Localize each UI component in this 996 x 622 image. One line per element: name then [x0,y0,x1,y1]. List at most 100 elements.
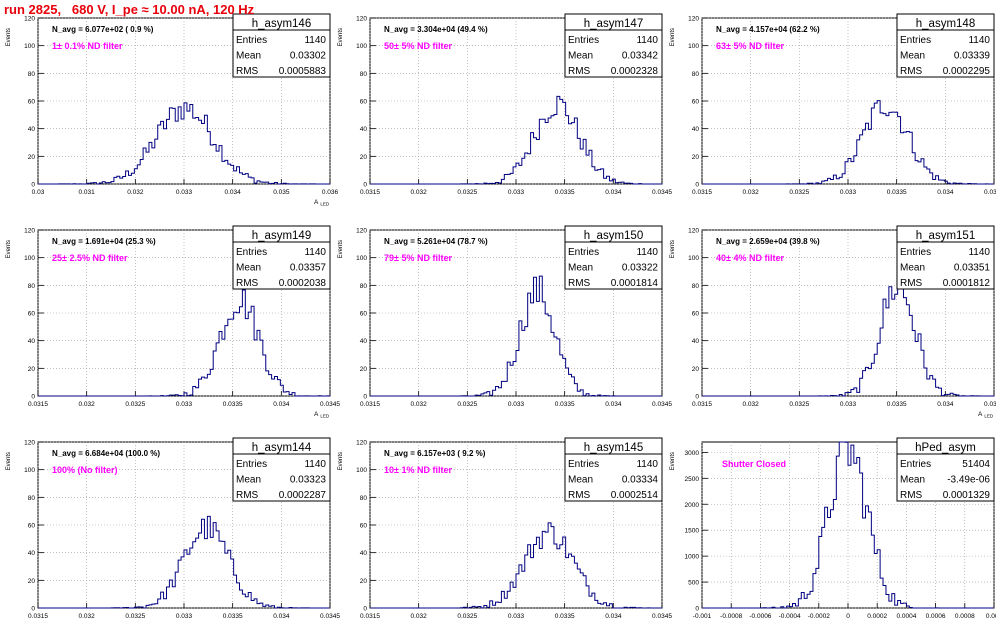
histogram-name: h_asym146 [252,18,311,30]
x-tick-label: 0.0335 [555,613,575,620]
navg-label: N_avg = 1.691e+04 (25.3 %) [52,237,156,246]
stats-value-mean: 0.03357 [290,263,327,274]
y-tick-label: 0 [31,394,35,401]
x-tick-label: 0.0345 [984,189,996,196]
stats-value-mean: 0.03351 [954,263,991,274]
y-tick-label: 120 [688,16,699,23]
x-tick-label: 0.0008 [955,613,975,620]
y-axis-label: Events [6,452,12,470]
panel-h_asym148: 0.0315 0.032 0.0325 0.033 0.0335 0.034 0.0345 0… [670,13,996,196]
y-tick-label: 40 [360,338,368,345]
y-tick-label: 2000 [685,502,700,509]
y-tick-label: 0 [31,182,35,189]
histogram-name: h_asym150 [584,230,643,242]
x-axis-label: A LED [314,411,330,419]
y-tick-label: 100 [356,467,367,474]
x-tick-label: 0.033 [176,613,193,620]
y-tick-label: 40 [28,550,36,557]
y-axis-label: Events [6,240,12,258]
filter-annotation: Shutter Closed [722,459,786,469]
x-tick-label: 0.0325 [457,189,477,196]
stats-value-mean: 0.03302 [290,51,327,62]
y-tick-label: 80 [692,71,700,78]
panel-h_asym145: 0.0315 0.032 0.0325 0.033 0.0335 0.034 0.0345 0… [338,437,672,620]
stats-value-rms: 0.0002514 [611,490,659,501]
stats-label-mean: Mean [236,475,261,486]
stats-label-entries: Entries [900,247,931,258]
x-tick-label: 0.0335 [887,189,907,196]
x-tick-label: 0.0315 [28,401,48,408]
x-tick-label: 0.032 [743,189,760,196]
y-tick-label: 60 [360,311,368,318]
x-tick-label: 0.032 [127,189,144,196]
stats-value-entries: 1140 [636,459,658,470]
x-tick-label: 0.0315 [692,189,712,196]
x-tick-label: 0 [846,613,850,620]
stats-value-rms: 0.0002295 [943,66,991,77]
stats-label-rms: RMS [900,278,923,289]
y-tick-label: 40 [360,550,368,557]
x-tick-label: 0.033 [840,189,857,196]
x-tick-label: 0.0002 [867,613,887,620]
stats-value-rms: 0.0001814 [611,278,659,289]
y-tick-label: 80 [692,283,700,290]
x-tick-label: 0.0345 [320,401,340,408]
y-tick-label: 40 [692,338,700,345]
stats-value-entries: 1140 [304,247,326,258]
filter-annotation: 1± 0.1% ND filter [52,41,123,51]
filter-annotation: 10± 1% ND filter [384,465,452,475]
panel-h_asym151: 0.0315 0.032 0.0325 0.033 0.0335 0.034 0.0345 0… [670,225,996,419]
histogram-name: hPed_asym [915,442,976,454]
x-tick-label: -0.001 [693,613,712,620]
stats-label-mean: Mean [568,475,593,486]
y-tick-label: 60 [28,311,36,318]
stats-value-rms: 0.0001329 [943,490,991,501]
x-tick-label: 0.001 [986,613,996,620]
x-tick-label: 0.033 [176,401,193,408]
x-tick-label: 0.0335 [555,189,575,196]
x-axis-label: A LED [978,411,994,419]
histogram-line [702,100,994,185]
navg-label: N_avg = 6.157e+03 ( 9.2 %) [384,449,486,458]
histogram-name: h_asym149 [252,230,311,242]
stats-label-rms: RMS [236,490,259,501]
x-tick-label: 0.0345 [652,613,672,620]
x-tick-label: 0.0325 [789,189,809,196]
y-tick-label: 120 [24,16,35,23]
y-tick-label: 80 [28,495,36,502]
y-axis-label: Events [6,28,12,46]
stats-box [232,225,331,290]
stats-value-entries: 1140 [968,247,990,258]
y-tick-label: 60 [360,99,368,106]
stats-label-mean: Mean [236,51,261,62]
y-tick-label: 3000 [685,450,700,457]
x-axis-label-subscript: LED [320,414,330,419]
x-tick-label: 0.0315 [360,189,380,196]
y-tick-label: 120 [356,16,367,23]
stats-box [896,225,995,290]
x-tick-label: 0.0325 [457,401,477,408]
stats-label-mean: Mean [900,51,925,62]
x-axis-label-subscript: LED [320,202,330,207]
x-tick-label: 0.0345 [652,401,672,408]
panel-h_asym146: 0.03 0.031 0.032 0.033 0.034 0.035 0.036 0 20 40 6… [6,13,339,207]
x-tick-label: 0.0315 [360,401,380,408]
y-tick-label: 20 [28,366,36,373]
x-tick-label: 0.031 [79,189,96,196]
panel-hPed_asym: -0.001 -0.0008 -0.0006 -0.0004 -0.0002 0 0.000… [670,437,996,620]
x-tick-label: 0.034 [605,401,622,408]
stats-label-entries: Entries [568,459,599,470]
stats-box [564,225,663,290]
y-tick-label: 0 [695,394,699,401]
stats-value-entries: 1140 [304,35,326,46]
x-tick-label: 0.0315 [28,613,48,620]
x-tick-label: 0.0004 [896,613,916,620]
x-tick-label: 0.0335 [555,401,575,408]
x-tick-label: 0.032 [79,401,96,408]
navg-label: N_avg = 6.077e+02 ( 0.9 %) [52,25,154,34]
y-tick-label: 120 [356,440,367,447]
page-title: run 2825, 680 V, I_pe ≈ 10.00 nA, 120 Hz [4,2,255,17]
x-tick-label: 0.034 [937,401,954,408]
histogram-line [370,522,663,609]
y-tick-label: 20 [360,578,368,585]
